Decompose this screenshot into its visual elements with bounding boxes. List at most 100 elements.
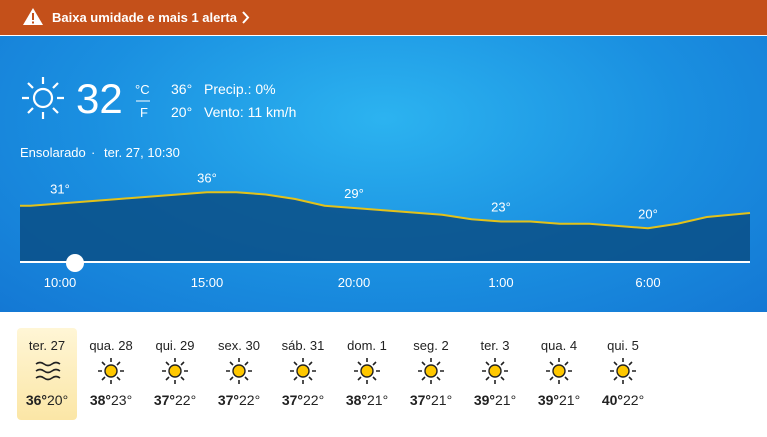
alert-text: Baixa umidade e mais 1 alerta <box>52 10 238 25</box>
unit-c: °C <box>135 82 150 97</box>
sun-rays <box>482 358 508 384</box>
x-tick-label: 15:00 <box>191 275 224 290</box>
day-temps: 40°22° <box>593 392 653 408</box>
warning-dot <box>32 21 34 24</box>
day-high: 38° <box>345 392 367 408</box>
day-item[interactable]: dom. 1 38°21° <box>337 328 397 420</box>
day-name: seg. 2 <box>413 338 449 353</box>
day-high: 37° <box>409 392 431 408</box>
day-name: ter. 27 <box>28 338 66 353</box>
day-name: qui. 29 <box>155 338 195 353</box>
day-item[interactable]: ter. 3 39°21° <box>465 328 525 420</box>
sun-core <box>552 364 566 378</box>
day-icon <box>482 358 508 384</box>
precip: Precip.: 0% <box>204 81 276 97</box>
day-icon <box>610 358 636 384</box>
day-icon <box>162 358 188 384</box>
day-item[interactable]: seg. 2 37°21° <box>401 328 461 420</box>
day-high: 39° <box>473 392 495 408</box>
day-high: 37° <box>281 392 303 408</box>
sun-rays <box>290 358 316 384</box>
day-name: qua. 28 <box>89 338 133 353</box>
haze-icon <box>35 361 61 381</box>
sun-rays <box>546 358 572 384</box>
value-label: 29° <box>344 186 364 201</box>
day-low: 21° <box>431 392 453 408</box>
x-tick-label: 10:00 <box>44 275 77 290</box>
wind: Vento: 11 km/h <box>204 104 296 120</box>
day-icon <box>418 358 444 384</box>
day-low: 21° <box>559 392 581 408</box>
warning-mark <box>32 13 34 20</box>
day-high: 40° <box>601 392 623 408</box>
day-low: 21° <box>367 392 389 408</box>
current-panel: 32 °C F 36° 20° Precip.: 0% Vento: 11 km… <box>0 36 767 312</box>
value-label: 20° <box>638 206 658 221</box>
day-low: 22° <box>175 392 197 408</box>
sun-rays <box>162 358 188 384</box>
day-icon <box>354 358 380 384</box>
day-item[interactable]: qui. 5 40°22° <box>593 328 653 420</box>
sun-core <box>360 364 374 378</box>
day-icon <box>546 358 572 384</box>
day-temps: 37°22° <box>209 392 269 408</box>
day-name: qua. 4 <box>540 338 578 353</box>
sun-core <box>232 364 246 378</box>
day-low: 22° <box>303 392 325 408</box>
sun-core <box>488 364 502 378</box>
day-temps: 38°21° <box>337 392 397 408</box>
sun-rays <box>226 358 252 384</box>
day-icon <box>226 358 252 384</box>
day-temps: 39°21° <box>465 392 525 408</box>
day-low: 20° <box>47 392 69 408</box>
temp-line <box>20 191 751 230</box>
day-temps: 37°22° <box>273 392 333 408</box>
day-icon <box>35 361 61 381</box>
day-name: qui. 5 <box>607 338 639 353</box>
x-tick-label: 1:00 <box>488 275 513 290</box>
day-item[interactable]: ter. 27 36°20° <box>17 328 77 420</box>
x-tick-label: 20:00 <box>338 275 371 290</box>
day-temps: 36°20° <box>17 392 77 408</box>
day-high: 36° <box>25 392 47 408</box>
day-item[interactable]: sáb. 31 37°22° <box>273 328 333 420</box>
condition: Ensolarado <box>20 145 86 160</box>
day-low: 23° <box>111 392 133 408</box>
x-tick-label: 6:00 <box>635 275 660 290</box>
sun-core <box>104 364 118 378</box>
alert-bar[interactable]: Baixa umidade e mais 1 alerta <box>0 0 767 35</box>
today-low: 20° <box>171 104 192 120</box>
day-name: ter. 3 <box>480 338 510 353</box>
temp-area <box>20 192 750 262</box>
day-temps: 38°23° <box>81 392 141 408</box>
day-name: dom. 1 <box>347 338 387 353</box>
sun-core <box>616 364 630 378</box>
value-label: 23° <box>491 200 511 215</box>
today-high: 36° <box>171 81 192 97</box>
day-high: 39° <box>537 392 559 408</box>
sun-rays <box>354 358 380 384</box>
current-graphic: 32 °C F 36° 20° Precip.: 0% Vento: 11 km… <box>20 75 751 290</box>
unit-f: F <box>140 105 148 120</box>
day-low: 21° <box>495 392 517 408</box>
datetime: ter. 27, 10:30 <box>104 145 180 160</box>
day-low: 22° <box>239 392 261 408</box>
day-item[interactable]: qua. 4 39°21° <box>529 328 589 420</box>
day-high: 37° <box>153 392 175 408</box>
value-label: 31° <box>50 182 70 197</box>
day-item[interactable]: qua. 28 38°23° <box>81 328 141 420</box>
day-item[interactable]: sex. 30 37°22° <box>209 328 269 420</box>
day-name: sex. 30 <box>218 338 260 353</box>
separator: · <box>91 145 95 160</box>
day-item[interactable]: qui. 29 37°22° <box>145 328 205 420</box>
value-label: 36° <box>197 170 217 185</box>
sun-rays <box>418 358 444 384</box>
sun-core <box>168 364 182 378</box>
day-temps: 37°21° <box>401 392 461 408</box>
day-high: 38° <box>89 392 111 408</box>
day-temps: 37°22° <box>145 392 205 408</box>
day-icon <box>98 358 124 384</box>
sun-rays <box>98 358 124 384</box>
chevron <box>242 11 250 24</box>
